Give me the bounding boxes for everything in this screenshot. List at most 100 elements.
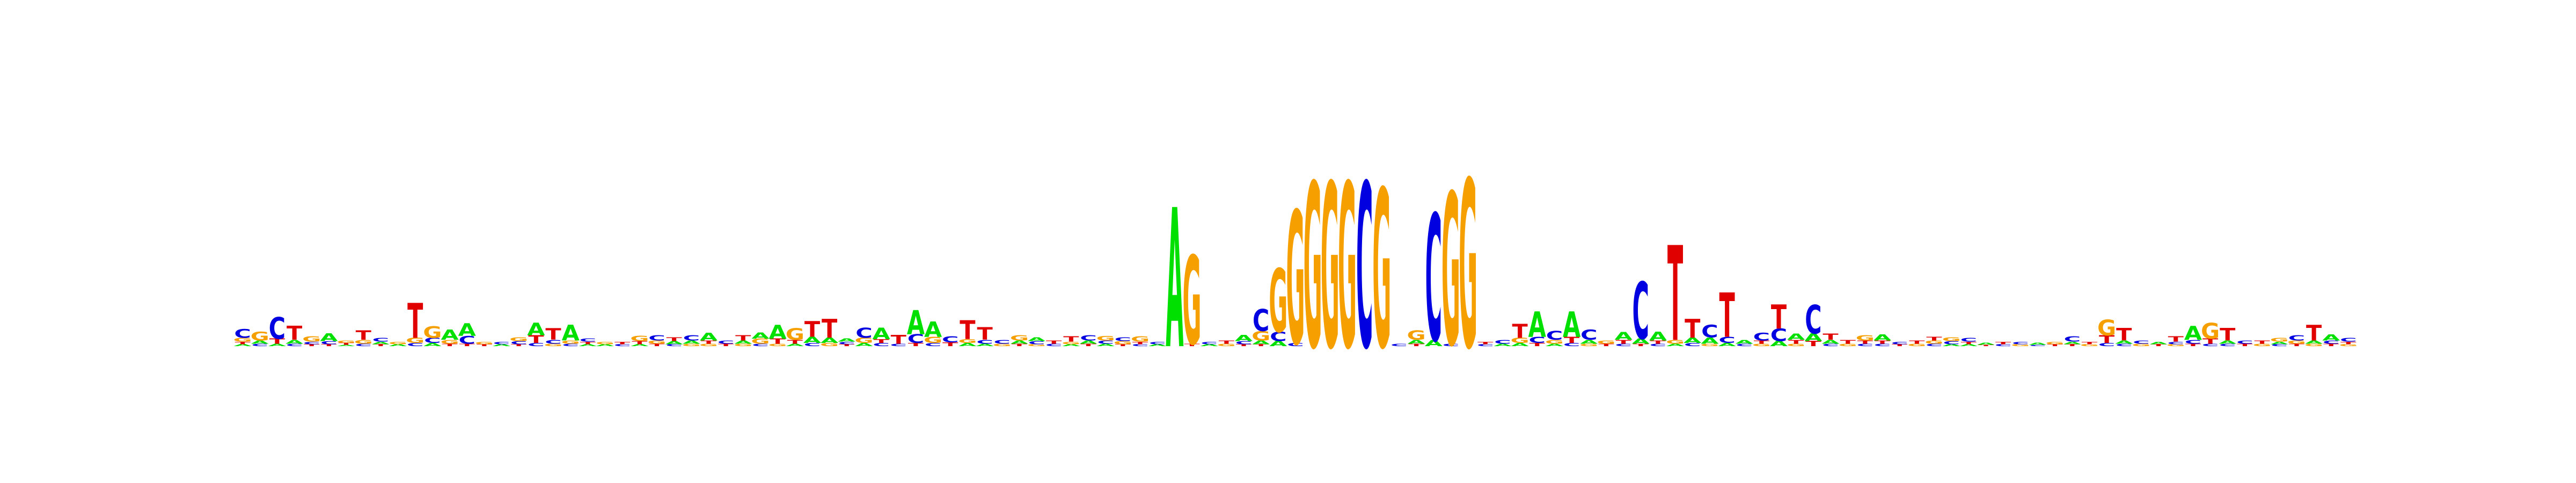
- nucleotide-A: A: [1425, 338, 1443, 348]
- nucleotide-G: G: [2339, 344, 2358, 347]
- nucleotide-A: A: [286, 339, 303, 345]
- nucleotide-T: T: [891, 333, 907, 347]
- logo-column: ACG: [1269, 251, 1287, 352]
- logo-column: GTC: [2339, 337, 2358, 347]
- nucleotide-C: C: [1546, 329, 1563, 343]
- logo-column: TGA: [440, 327, 459, 347]
- nucleotide-T: T: [287, 323, 302, 345]
- nucleotide-C: C: [2202, 343, 2219, 347]
- nucleotide-C: C: [545, 339, 561, 345]
- nucleotide-A: A: [389, 344, 407, 347]
- nucleotide-T: T: [977, 324, 992, 343]
- nucleotide-T: T: [1823, 332, 1838, 342]
- nucleotide-T: T: [942, 341, 958, 347]
- nucleotide-A: A: [683, 340, 700, 345]
- nucleotide-T: T: [2289, 343, 2304, 347]
- nucleotide-T: T: [1995, 341, 2011, 345]
- nucleotide-A: A: [734, 340, 752, 345]
- logo-column: CTA: [527, 319, 545, 347]
- nucleotide-C: C: [1822, 343, 1839, 347]
- nucleotide-C: C: [355, 343, 371, 347]
- nucleotide-G: G: [1787, 343, 1805, 347]
- nucleotide-C: C: [925, 342, 941, 347]
- logo-column: TG: [1182, 232, 1201, 373]
- logo-column: CAT: [286, 323, 303, 347]
- nucleotide-G: G: [1027, 344, 1046, 347]
- nucleotide-A: A: [1201, 344, 1219, 347]
- nucleotide-A: A: [786, 343, 804, 347]
- nucleotide-T: T: [545, 325, 561, 343]
- nucleotide-T: T: [1219, 340, 1234, 345]
- nucleotide-T: T: [614, 341, 630, 345]
- logo-column: GTC: [1752, 331, 1771, 347]
- nucleotide-T: T: [770, 338, 786, 346]
- nucleotide-T: T: [1477, 341, 1493, 345]
- nucleotide-G: G: [2304, 343, 2323, 347]
- nucleotide-C: C: [873, 342, 889, 347]
- nucleotide-G: G: [544, 343, 562, 347]
- nucleotide-G: G: [2287, 340, 2306, 345]
- logo-column: G: [1372, 145, 1391, 398]
- nucleotide-T: T: [735, 334, 751, 342]
- nucleotide-T: T: [960, 316, 975, 346]
- nucleotide-A: A: [423, 342, 441, 347]
- nucleotide-C: C: [424, 337, 441, 345]
- nucleotide-G: G: [423, 324, 442, 342]
- logo-column: ACT: [1718, 281, 1736, 352]
- logo-column: GT: [1217, 340, 1236, 347]
- logo-column: CAG: [2270, 337, 2289, 347]
- nucleotide-G: G: [2080, 344, 2099, 347]
- logo-column: G: [1304, 138, 1322, 400]
- nucleotide-C: C: [1943, 340, 1959, 345]
- nucleotide-A: A: [337, 345, 355, 347]
- logo-column: TCA: [907, 304, 925, 347]
- nucleotide-G: G: [1338, 138, 1357, 400]
- nucleotide-T: T: [2168, 335, 2184, 343]
- logo-column: GAT: [2304, 320, 2323, 347]
- nucleotide-A: A: [1874, 332, 1891, 342]
- nucleotide-A: A: [562, 320, 580, 346]
- logo-column: AC: [1494, 339, 1512, 347]
- logo-column: CTA: [1563, 304, 1581, 347]
- nucleotide-C: C: [2340, 337, 2357, 343]
- nucleotide-A: A: [700, 331, 718, 343]
- nucleotide-C: C: [1633, 267, 1649, 358]
- nucleotide-A: A: [907, 304, 925, 342]
- nucleotide-T: T: [477, 344, 493, 347]
- nucleotide-T: T: [235, 341, 250, 345]
- nucleotide-C: C: [2133, 340, 2149, 345]
- nucleotide-C: C: [1736, 343, 1752, 347]
- nucleotide-C: C: [1132, 344, 1148, 347]
- nucleotide-G: G: [993, 343, 1012, 347]
- nucleotide-C: C: [683, 334, 700, 342]
- nucleotide-A: A: [924, 317, 942, 342]
- logo-column: GAC: [1579, 327, 1598, 347]
- nucleotide-G: G: [2253, 343, 2272, 347]
- logo-column: CTA: [873, 325, 891, 347]
- logo-column: CA: [2029, 342, 2047, 347]
- nucleotide-A: A: [493, 344, 511, 347]
- nucleotide-T: T: [1857, 340, 1873, 345]
- nucleotide-A: A: [1166, 169, 1183, 391]
- nucleotide-C: C: [1650, 343, 1666, 347]
- nucleotide-G: G: [475, 341, 494, 345]
- nucleotide-A: A: [579, 344, 597, 347]
- logo-column: GT: [2080, 341, 2099, 347]
- logo-column: ACG: [1942, 336, 1961, 347]
- nucleotide-C: C: [1097, 340, 1114, 345]
- nucleotide-G: G: [630, 335, 649, 343]
- nucleotide-T: T: [2065, 344, 2081, 347]
- nucleotide-C: C: [1356, 138, 1373, 400]
- nucleotide-C: C: [1960, 337, 1977, 343]
- nucleotide-C: C: [1494, 339, 1511, 345]
- nucleotide-G: G: [2132, 343, 2150, 347]
- nucleotide-A: A: [2115, 340, 2133, 345]
- nucleotide-T: T: [2306, 320, 2322, 346]
- logo-column: TCG: [302, 335, 321, 347]
- nucleotide-C: C: [320, 340, 337, 345]
- logo-column: ATG: [336, 340, 355, 346]
- nucleotide-G: G: [1942, 336, 1961, 342]
- nucleotide-A: A: [1787, 332, 1805, 342]
